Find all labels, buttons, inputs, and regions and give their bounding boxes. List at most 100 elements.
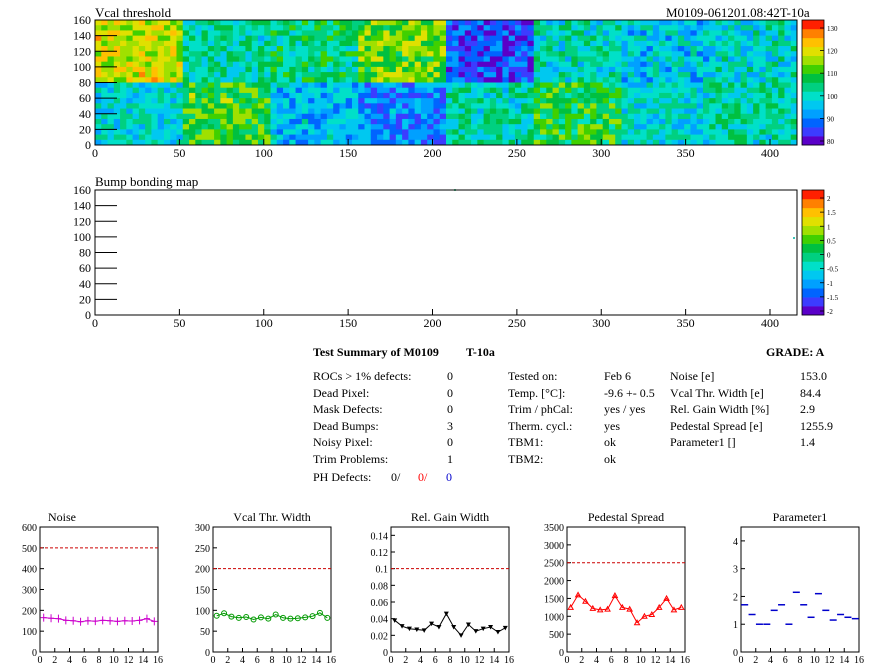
data-point (618, 603, 626, 610)
map-cell (427, 134, 434, 141)
map-cell (220, 103, 228, 109)
map-cell (552, 108, 560, 115)
small-plot-x-tick-label: 2 (52, 655, 57, 666)
map-cell (138, 51, 146, 57)
map-cell (283, 56, 290, 63)
map-cell (264, 20, 271, 26)
map-x-tick-label: 200 (424, 316, 442, 330)
map-cell (308, 20, 315, 26)
map-cell (671, 129, 679, 135)
map-cell (320, 82, 328, 89)
map-cell (790, 61, 798, 68)
map-cell (702, 35, 710, 42)
map-cell (377, 139, 384, 146)
map-cell (264, 129, 271, 135)
map-cell (351, 82, 359, 89)
map-cell (257, 118, 265, 125)
map-cell (420, 108, 428, 115)
map-cell (439, 124, 447, 130)
data-point (488, 625, 494, 630)
map-cell (684, 134, 691, 141)
map-cell (521, 118, 528, 125)
map-cell (301, 134, 309, 141)
map-cell (439, 72, 447, 78)
map-cell (427, 61, 434, 68)
map-cell (659, 113, 666, 120)
map-cell (715, 108, 723, 115)
map-cell (702, 56, 710, 63)
map-cell (157, 51, 165, 57)
map-cell (289, 103, 296, 109)
ph-defects-value-3: 0 (446, 470, 452, 484)
map-cell (251, 40, 259, 47)
map-cell (283, 25, 290, 31)
map-cell (759, 61, 767, 68)
map-cell (383, 72, 390, 78)
map-cell (690, 82, 698, 89)
map-cell (326, 46, 334, 52)
map-cell (383, 134, 390, 141)
map-cell (590, 82, 597, 89)
map-cell (621, 134, 629, 141)
map-cell (790, 56, 798, 63)
map-cell (778, 129, 785, 135)
map-cell (433, 98, 441, 104)
map-cell (345, 25, 353, 31)
map-cell (182, 72, 190, 78)
map-cell (671, 134, 679, 141)
map-cell (176, 30, 184, 37)
map-cell (126, 129, 134, 135)
map-cell (715, 129, 723, 135)
map-cell (659, 139, 666, 146)
map-cell (740, 129, 748, 135)
map-cell (389, 92, 397, 99)
map-cell (615, 66, 622, 73)
defect-value: 0 (447, 435, 453, 449)
defect-label: Dead Pixel: (313, 385, 370, 400)
map-cell (590, 51, 597, 57)
data-point (280, 614, 287, 621)
map-cell (101, 46, 108, 52)
map-cell (527, 66, 535, 73)
small-plot-x-tick-label: 14 (311, 655, 321, 666)
performance-label: Vcal Thr. Width [e] (670, 385, 764, 400)
map-cell (101, 72, 108, 78)
map-cell (477, 40, 485, 47)
map-cell (671, 56, 679, 63)
map-cell (596, 108, 604, 115)
map-cell (377, 30, 384, 37)
map-cell (514, 66, 522, 73)
map-cell (621, 118, 629, 125)
small-plot-x-tick-label: 4 (418, 655, 423, 666)
performance-label: Pedestal Spread [e] (670, 418, 763, 433)
small-plot-x-tick-label: 8 (798, 655, 803, 666)
map-cell (339, 108, 347, 115)
map-cell (496, 51, 503, 57)
map-cell (634, 129, 641, 135)
map-cell (778, 113, 785, 120)
map-cell (276, 98, 284, 104)
map-cell (590, 113, 597, 120)
map-cell (339, 20, 347, 26)
map-cell (120, 40, 127, 47)
data-point (250, 616, 257, 623)
map-cell (659, 61, 666, 68)
small-plot-x-tick-label: 0 (389, 655, 394, 666)
map-cell (377, 40, 384, 47)
map-cell (402, 20, 409, 26)
map-cell (627, 72, 635, 78)
map-cell (370, 134, 378, 141)
map-cell (226, 35, 234, 42)
map-cell (558, 129, 566, 135)
map-cell (170, 92, 177, 99)
map-cell (583, 51, 591, 57)
map-cell (289, 98, 296, 104)
map-cell (790, 25, 798, 31)
map-cell (214, 20, 221, 26)
map-cell (351, 113, 359, 120)
map-cell (308, 46, 315, 52)
map-cell (540, 92, 547, 99)
map-cell (477, 61, 485, 68)
map-cell (784, 25, 792, 31)
map-cell (239, 103, 246, 109)
